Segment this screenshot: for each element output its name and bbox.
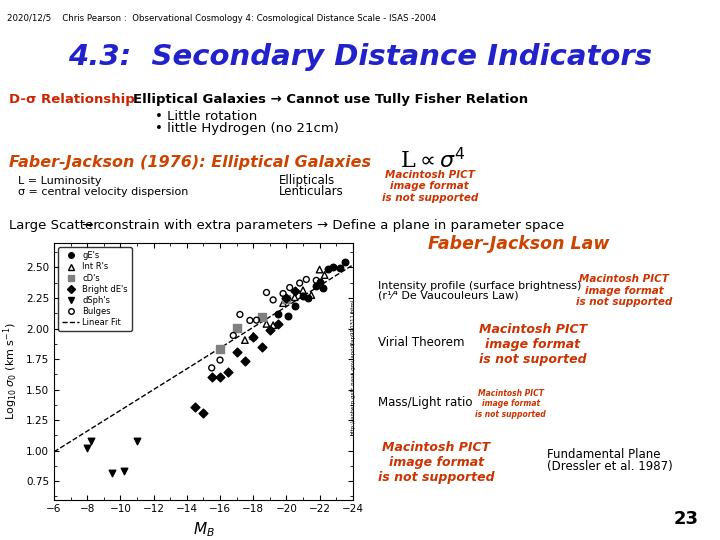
Bulges xyxy=(234,310,246,319)
Bulges xyxy=(277,289,289,298)
cD's xyxy=(256,312,267,321)
Text: Macintosh PICT
image format
is not supported: Macintosh PICT image format is not suppo… xyxy=(378,441,495,484)
Int R's xyxy=(267,321,279,329)
Text: Faber-Jackson Law: Faber-Jackson Law xyxy=(428,235,609,253)
Bright dE's xyxy=(198,409,210,417)
Int R's xyxy=(239,336,251,345)
gE's xyxy=(318,284,329,293)
Bulges xyxy=(251,316,262,325)
Bulges xyxy=(206,363,217,372)
Text: Mass/Light ratio: Mass/Light ratio xyxy=(378,396,472,409)
gE's xyxy=(322,264,333,273)
Text: Intensity profile (surface brightness): Intensity profile (surface brightness) xyxy=(378,281,581,291)
dSph's xyxy=(85,437,96,446)
Int R's xyxy=(314,265,325,274)
Bulges xyxy=(267,295,279,304)
Text: L$\propto\sigma^{4}$: L$\propto\sigma^{4}$ xyxy=(400,148,465,173)
Text: • Little rotation: • Little rotation xyxy=(155,110,257,123)
Bright dE's xyxy=(256,343,267,352)
Bright dE's xyxy=(239,356,251,365)
Bulges xyxy=(215,356,226,364)
Polygon shape xyxy=(621,143,630,146)
dSph's xyxy=(107,469,118,477)
gE's xyxy=(327,262,338,271)
cD's xyxy=(231,324,243,333)
Text: → constrain with extra parameters → Define a plane in parameter space: → constrain with extra parameters → Defi… xyxy=(78,219,564,232)
Text: Faber-Jackson (1976): Elliptical Galaxies: Faber-Jackson (1976): Elliptical Galaxie… xyxy=(9,154,371,170)
Text: Virial Theorem: Virial Theorem xyxy=(378,336,464,349)
Bright dE's xyxy=(222,368,234,376)
Bulges xyxy=(310,276,322,285)
Polygon shape xyxy=(593,129,660,160)
Text: M32 (companion to M31): M32 (companion to M31) xyxy=(565,210,679,219)
gE's xyxy=(282,312,294,320)
Bulges xyxy=(261,288,272,297)
Polygon shape xyxy=(612,138,640,151)
gE's xyxy=(302,294,314,302)
Text: σ = central velocity dispersion: σ = central velocity dispersion xyxy=(18,187,189,197)
Polygon shape xyxy=(618,140,634,148)
Text: Cosmological Distance Scale: Cosmological Distance Scale xyxy=(519,10,708,23)
Y-axis label: Log$_{10}$ $\sigma_0$ (km s$^{-1}$): Log$_{10}$ $\sigma_0$ (km s$^{-1}$) xyxy=(1,322,20,420)
dSph's xyxy=(118,466,130,475)
Legend: gE's, Int R's, cD's, Bright dE's, dSph's, Bulges, Linear Fit: gE's, Int R's, cD's, Bright dE's, dSph's… xyxy=(58,247,132,331)
gE's xyxy=(297,292,309,300)
Text: Ellipticals: Ellipticals xyxy=(279,174,336,187)
Text: 2020/12/5    Chris Pearson :  Observational Cosmology 4: Cosmological Distance S: 2020/12/5 Chris Pearson : Observational … xyxy=(7,14,436,23)
Text: 23: 23 xyxy=(673,510,698,528)
Bulges xyxy=(228,331,239,340)
Text: Elliptical Galaxies → Cannot use Tully Fisher Relation: Elliptical Galaxies → Cannot use Tully F… xyxy=(133,93,528,106)
cD's xyxy=(215,345,226,353)
Bright dE's xyxy=(206,373,217,381)
Bright dE's xyxy=(189,402,201,411)
gE's xyxy=(272,310,284,319)
Text: Large Scatter: Large Scatter xyxy=(9,219,99,232)
Text: D-σ Relationship: D-σ Relationship xyxy=(9,93,135,106)
cD's xyxy=(281,295,292,303)
Text: Macintosh PICT
image format
is not suported: Macintosh PICT image format is not supor… xyxy=(479,323,587,366)
Bright dE's xyxy=(289,287,300,295)
gE's xyxy=(314,278,325,286)
Polygon shape xyxy=(570,118,682,171)
Text: Macintosh PICT
image format
is not supported: Macintosh PICT image format is not suppo… xyxy=(475,389,546,419)
Bulges xyxy=(244,316,256,325)
Bright dE's xyxy=(264,326,276,334)
Int R's xyxy=(319,271,330,279)
dSph's xyxy=(131,437,143,445)
Text: Fundamental Plane: Fundamental Plane xyxy=(547,448,661,461)
Bulges xyxy=(284,284,295,292)
Text: (r¹⁄⁴ De Vaucouleurs Law): (r¹⁄⁴ De Vaucouleurs Law) xyxy=(378,291,518,301)
X-axis label: $M_B$: $M_B$ xyxy=(192,520,215,538)
Text: • little Hydrogen (no 21cm): • little Hydrogen (no 21cm) xyxy=(155,122,338,135)
Text: (Dressler et al. 1987): (Dressler et al. 1987) xyxy=(547,460,673,472)
gE's xyxy=(334,264,346,272)
Bulges xyxy=(294,279,305,287)
Int R's xyxy=(297,286,309,294)
Text: Lenticulars: Lenticulars xyxy=(279,185,344,198)
Bulges xyxy=(300,275,312,284)
Text: L = Luminosity: L = Luminosity xyxy=(18,176,102,186)
Int R's xyxy=(248,332,259,341)
Int R's xyxy=(305,291,317,299)
gE's xyxy=(289,302,300,310)
Bright dE's xyxy=(272,319,284,328)
Polygon shape xyxy=(603,134,648,155)
Bright dE's xyxy=(215,373,226,382)
Text: http://antwrp.gsfc.nasa.gov/apod/ap990311.html: http://antwrp.gsfc.nasa.gov/apod/ap99031… xyxy=(351,299,355,435)
Bright dE's xyxy=(248,333,259,342)
gE's xyxy=(310,281,322,290)
Bright dE's xyxy=(281,293,292,302)
dSph's xyxy=(81,444,93,453)
Int R's xyxy=(261,320,272,328)
gE's xyxy=(338,258,350,266)
Text: Macintosh PICT
image format
is not supported: Macintosh PICT image format is not suppo… xyxy=(382,170,478,203)
Int R's xyxy=(277,299,289,307)
Bright dE's xyxy=(231,348,243,357)
Polygon shape xyxy=(581,123,670,166)
Text: 4.3:  Secondary Distance Indicators: 4.3: Secondary Distance Indicators xyxy=(68,43,652,71)
Int R's xyxy=(289,293,300,301)
Text: Macintosh PICT
image format
is not supported: Macintosh PICT image format is not suppo… xyxy=(576,274,672,307)
